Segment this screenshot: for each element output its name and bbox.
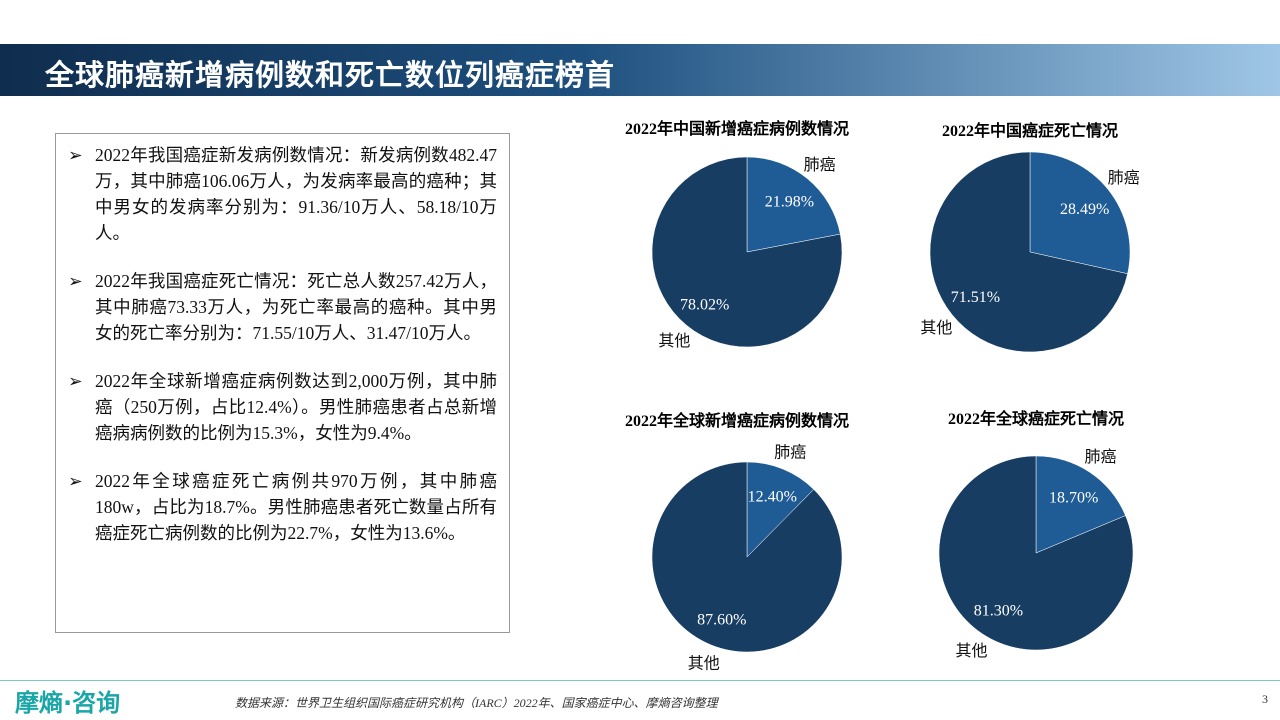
logo: 摩熵·咨询 xyxy=(15,689,121,717)
source: 数据来源：世界卫生组织国际癌症研究机构（IARC）2022年、国家癌症中心、摩熵… xyxy=(235,696,718,710)
bullet-text: 2022年我国癌症死亡情况：死亡总人数257.42万人，其中肺癌73.33万人，… xyxy=(95,271,497,343)
value-label: 87.60% xyxy=(697,612,746,629)
category-label: 肺癌 xyxy=(774,444,806,462)
footer-line xyxy=(0,680,1280,681)
value-label: 18.70% xyxy=(1049,489,1098,506)
bullet-text: 2022年全球癌症死亡病例共970万例，其中肺癌180w，占比为18.7%。男性… xyxy=(95,471,497,543)
chart-title: 2022年全球癌症死亡情况 xyxy=(948,409,1124,428)
bullet: ➢ 2022年全球新增癌症病例数达到2,000万例，其中肺癌（250万例，占比12… xyxy=(68,371,497,443)
text-box: ➢ 2022年我国癌症新发病例数情况：新发病例数482.47万，其中肺癌106.0… xyxy=(55,133,510,633)
chart-title: 2022年全球新增癌症病例数情况 xyxy=(625,411,849,430)
bullet: ➢ 2022年我国癌症新发病例数情况：新发病例数482.47万，其中肺癌106.0… xyxy=(68,145,497,243)
charts: 2022年中国新增癌症病例数情况 21.98% 肺癌 78.02% 其他 2022年中国癌… xyxy=(625,119,1140,672)
pie-slice xyxy=(1035,455,1126,554)
category-label: 其他 xyxy=(688,654,720,672)
pie-slice xyxy=(746,156,841,253)
bullet-text: 2022年我国癌症新发病例数情况：新发病例数482.47万，其中肺癌106.06… xyxy=(95,145,497,243)
category-label: 肺癌 xyxy=(1108,169,1140,187)
pie-slice xyxy=(929,151,1128,353)
bullet-text: 2022年全球新增癌症病例数达到2,000万例，其中肺癌（250万例，占比12.… xyxy=(95,371,497,443)
pie-slice xyxy=(938,455,1134,651)
pie-slice xyxy=(651,461,843,653)
value-label: 71.51% xyxy=(951,289,1000,306)
pie-slice xyxy=(746,461,815,558)
page-number: 3 xyxy=(1262,692,1268,706)
header-bar: 全球肺癌新增病例数和死亡数位列癌症榜首 xyxy=(0,44,1280,96)
category-label: 肺癌 xyxy=(1085,448,1117,466)
pie-slice xyxy=(651,156,843,348)
title: 全球肺癌新增病例数和死亡数位列癌症榜首 xyxy=(45,58,616,92)
value-label: 12.40% xyxy=(748,488,797,505)
value-label: 78.02% xyxy=(680,296,729,313)
bullet: ➢ 2022年我国癌症死亡情况：死亡总人数257.42万人，其中肺癌73.33万人… xyxy=(68,271,497,343)
category-label: 其他 xyxy=(920,319,952,337)
category-label: 其他 xyxy=(955,642,987,660)
chart-title: 2022年中国新增癌症病例数情况 xyxy=(625,119,849,138)
pie-slice xyxy=(1029,151,1131,275)
category-label: 肺癌 xyxy=(804,156,836,174)
value-label: 81.30% xyxy=(974,603,1023,620)
value-label: 21.98% xyxy=(765,194,814,211)
category-label: 其他 xyxy=(658,332,690,350)
bullet: ➢ 2022年全球癌症死亡病例共970万例，其中肺癌180w，占比为18.7%。男… xyxy=(68,471,497,543)
chart-title: 2022年中国癌症死亡情况 xyxy=(942,121,1118,140)
value-label: 28.49% xyxy=(1060,201,1109,218)
